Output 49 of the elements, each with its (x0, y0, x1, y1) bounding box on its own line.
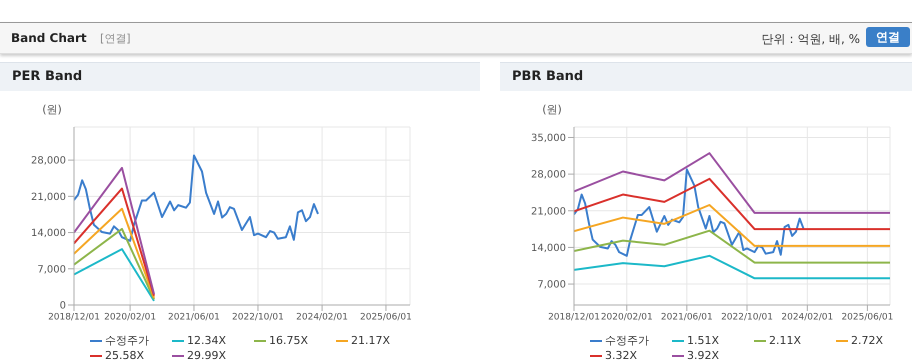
text: Band Chart (11, 31, 87, 45)
x-tick-label: 2024/02/01 (296, 312, 348, 322)
x-tick-label: 2020/02/01 (104, 312, 156, 322)
text: 단위 : 억원, 배, % (762, 31, 860, 48)
y-tick-label: 35,000 (531, 133, 566, 144)
x-tick-label: 2025/06/01 (360, 312, 412, 322)
legend-label: 3.92X (686, 348, 720, 363)
y-tick-label: 28,000 (31, 156, 66, 167)
y-tick-label: 0 (60, 300, 66, 312)
line-series (74, 154, 320, 242)
text: 연결 (866, 27, 910, 47)
y-axis-title: (원) (542, 103, 562, 116)
legend-label: 1.51X (686, 333, 720, 348)
y-tick-label: 14,000 (531, 242, 566, 254)
x-tick-label: 2018/12/01 (48, 312, 100, 322)
text: [연결] (100, 31, 131, 46)
x-tick-label: 2021/06/01 (168, 312, 220, 322)
legend-label: 16.75X (268, 333, 310, 348)
line-series (574, 230, 890, 264)
line-series (574, 204, 890, 247)
y-tick-label: 21,000 (31, 192, 66, 203)
x-tick-label: 2022/10/01 (232, 312, 284, 322)
y-tick-label: 28,000 (531, 170, 566, 181)
legend-label: 2.72X (850, 333, 884, 348)
legend-label: 25.58X (104, 348, 146, 363)
y-tick-label: 14,000 (31, 228, 66, 240)
legend-label: 3.32X (604, 348, 638, 363)
chart-title: PER Band (0, 62, 480, 91)
y-axis-title: (원) (42, 103, 62, 116)
legend-label: 수정주가 (104, 333, 150, 348)
x-tick-label: 2018/12/01 (548, 312, 600, 322)
legend-label: 21.17X (350, 333, 392, 348)
y-tick-label: 21,000 (531, 206, 566, 218)
x-tick-label: 2020/02/01 (600, 312, 653, 322)
line-series (574, 152, 890, 214)
y-tick-label: 7,000 (37, 264, 66, 276)
legend-label: 수정주가 (604, 333, 650, 348)
legend-label: 29.99X (186, 348, 228, 363)
x-tick-label: 2025/06/01 (841, 312, 894, 322)
x-tick-label: 2021/06/01 (660, 312, 713, 322)
x-tick-label: 2024/02/01 (781, 312, 834, 322)
x-tick-label: 2022/10/01 (721, 312, 773, 322)
line-series (574, 168, 804, 257)
legend-label: 2.11X (768, 333, 802, 348)
legend-label: 12.34X (186, 333, 228, 348)
line-series (574, 254, 890, 280)
line-series (574, 178, 890, 230)
y-tick-label: 7,000 (537, 280, 566, 291)
chart-title: PBR Band (500, 62, 912, 91)
